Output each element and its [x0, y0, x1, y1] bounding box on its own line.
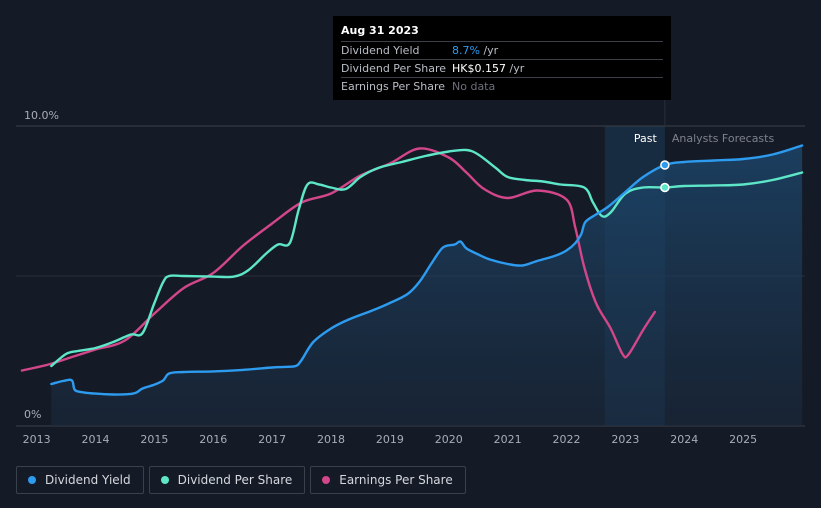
legend-label: Dividend Yield: [45, 473, 131, 487]
x-tick-label: 2023: [611, 433, 639, 446]
past-label: Past: [634, 132, 658, 145]
x-tick-label: 2020: [435, 433, 463, 446]
x-tick-label: 2019: [376, 433, 404, 446]
x-tick-label: 2018: [317, 433, 345, 446]
legend-label: Earnings Per Share: [339, 473, 453, 487]
y-tick-label: 10.0%: [24, 109, 59, 122]
legend-item-earnings-per-share[interactable]: Earnings Per Share: [310, 466, 466, 494]
y-tick-label: 0%: [24, 408, 41, 421]
dividend-yield-line: [50, 144, 804, 396]
x-tick-label: 2015: [140, 433, 168, 446]
tooltip-unit: /yr: [509, 62, 525, 75]
dividend-per-share-line: [50, 148, 804, 368]
tooltip-unit: /yr: [483, 44, 499, 57]
tooltip-date: Aug 31 2023: [341, 24, 419, 37]
x-tick-label: 2014: [81, 433, 109, 446]
forecast-label: Analysts Forecasts: [672, 132, 775, 145]
x-tick-label: 2024: [670, 433, 698, 446]
tooltip: Aug 31 2023 Dividend Yield 8.7% /yr Divi…: [333, 16, 671, 100]
legend-label: Dividend Per Share: [177, 473, 293, 487]
tooltip-value: 8.7%: [452, 44, 480, 57]
tooltip-row-earnings-per-share: Earnings Per Share No data: [341, 77, 663, 95]
tooltip-label: Dividend Per Share: [341, 62, 447, 75]
legend-item-dividend-yield[interactable]: Dividend Yield: [16, 466, 144, 494]
dividend-per-share-marker: [660, 182, 670, 193]
legend: Dividend Yield Dividend Per Share Earnin…: [16, 466, 466, 494]
dividend-yield-marker: [660, 160, 670, 170]
x-tick-label: 2013: [23, 433, 51, 446]
x-tick-label: 2022: [553, 433, 581, 446]
dividend-yield-area: [51, 145, 803, 426]
legend-dot-icon: [160, 476, 169, 484]
tooltip-value: HK$0.157: [452, 62, 506, 75]
tooltip-row-dividend-yield: Dividend Yield 8.7% /yr: [341, 41, 663, 59]
tooltip-label: Dividend Yield: [341, 44, 420, 57]
legend-item-dividend-per-share[interactable]: Dividend Per Share: [148, 466, 306, 494]
earnings-per-share-line: [20, 147, 657, 372]
tooltip-row-dividend-per-share: Dividend Per Share HK$0.157 /yr: [341, 59, 663, 77]
tooltip-label: Earnings Per Share: [341, 80, 446, 93]
tooltip-value: No data: [452, 80, 496, 93]
x-tick-label: 2025: [729, 433, 757, 446]
legend-dot-icon: [28, 476, 36, 484]
x-tick-label: 2016: [199, 433, 227, 446]
x-tick-label: 2021: [494, 433, 522, 446]
x-tick-label: 2017: [258, 433, 286, 446]
legend-dot-icon: [322, 476, 331, 484]
